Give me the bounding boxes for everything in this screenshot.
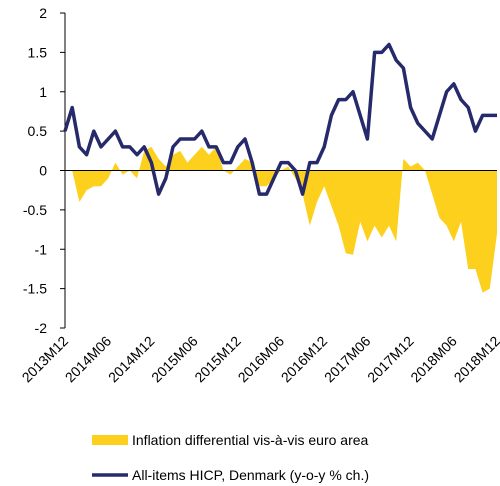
y-tick-label: -1.5 (23, 281, 47, 297)
y-tick-label: -0.5 (23, 202, 47, 218)
x-tick-label: 2017M06 (321, 333, 374, 386)
x-tick-label: 2017M12 (364, 333, 417, 386)
x-tick-label: 2018M12 (451, 333, 500, 386)
x-tick-label: 2015M12 (191, 333, 244, 386)
y-tick-label: 0.5 (28, 123, 48, 139)
y-tick-label: 1.5 (28, 44, 48, 60)
y-tick-label: 1 (39, 84, 47, 100)
y-tick-label: 2 (39, 5, 47, 21)
x-tick-label: 2014M12 (105, 333, 158, 386)
x-tick-label: 2018M06 (407, 333, 460, 386)
x-tick-label: 2015M06 (148, 333, 201, 386)
legend-label: Inflation differential vis-à-vis euro ar… (132, 432, 369, 448)
legend-swatch (92, 435, 128, 445)
line (63, 42, 497, 196)
x-tick-label: 2013M12 (19, 333, 72, 386)
y-tick-label: -1 (35, 241, 48, 257)
area (65, 146, 497, 293)
y-tick-label: 0 (39, 163, 47, 179)
x-tick-label: 2014M06 (62, 333, 115, 386)
x-tick-label: 2016M12 (278, 333, 331, 386)
legend-label: All-items HICP, Denmark (y-o-y % ch.) (132, 467, 369, 483)
x-tick-label: 2016M06 (235, 333, 288, 386)
y-tick-label: -2 (35, 320, 48, 336)
